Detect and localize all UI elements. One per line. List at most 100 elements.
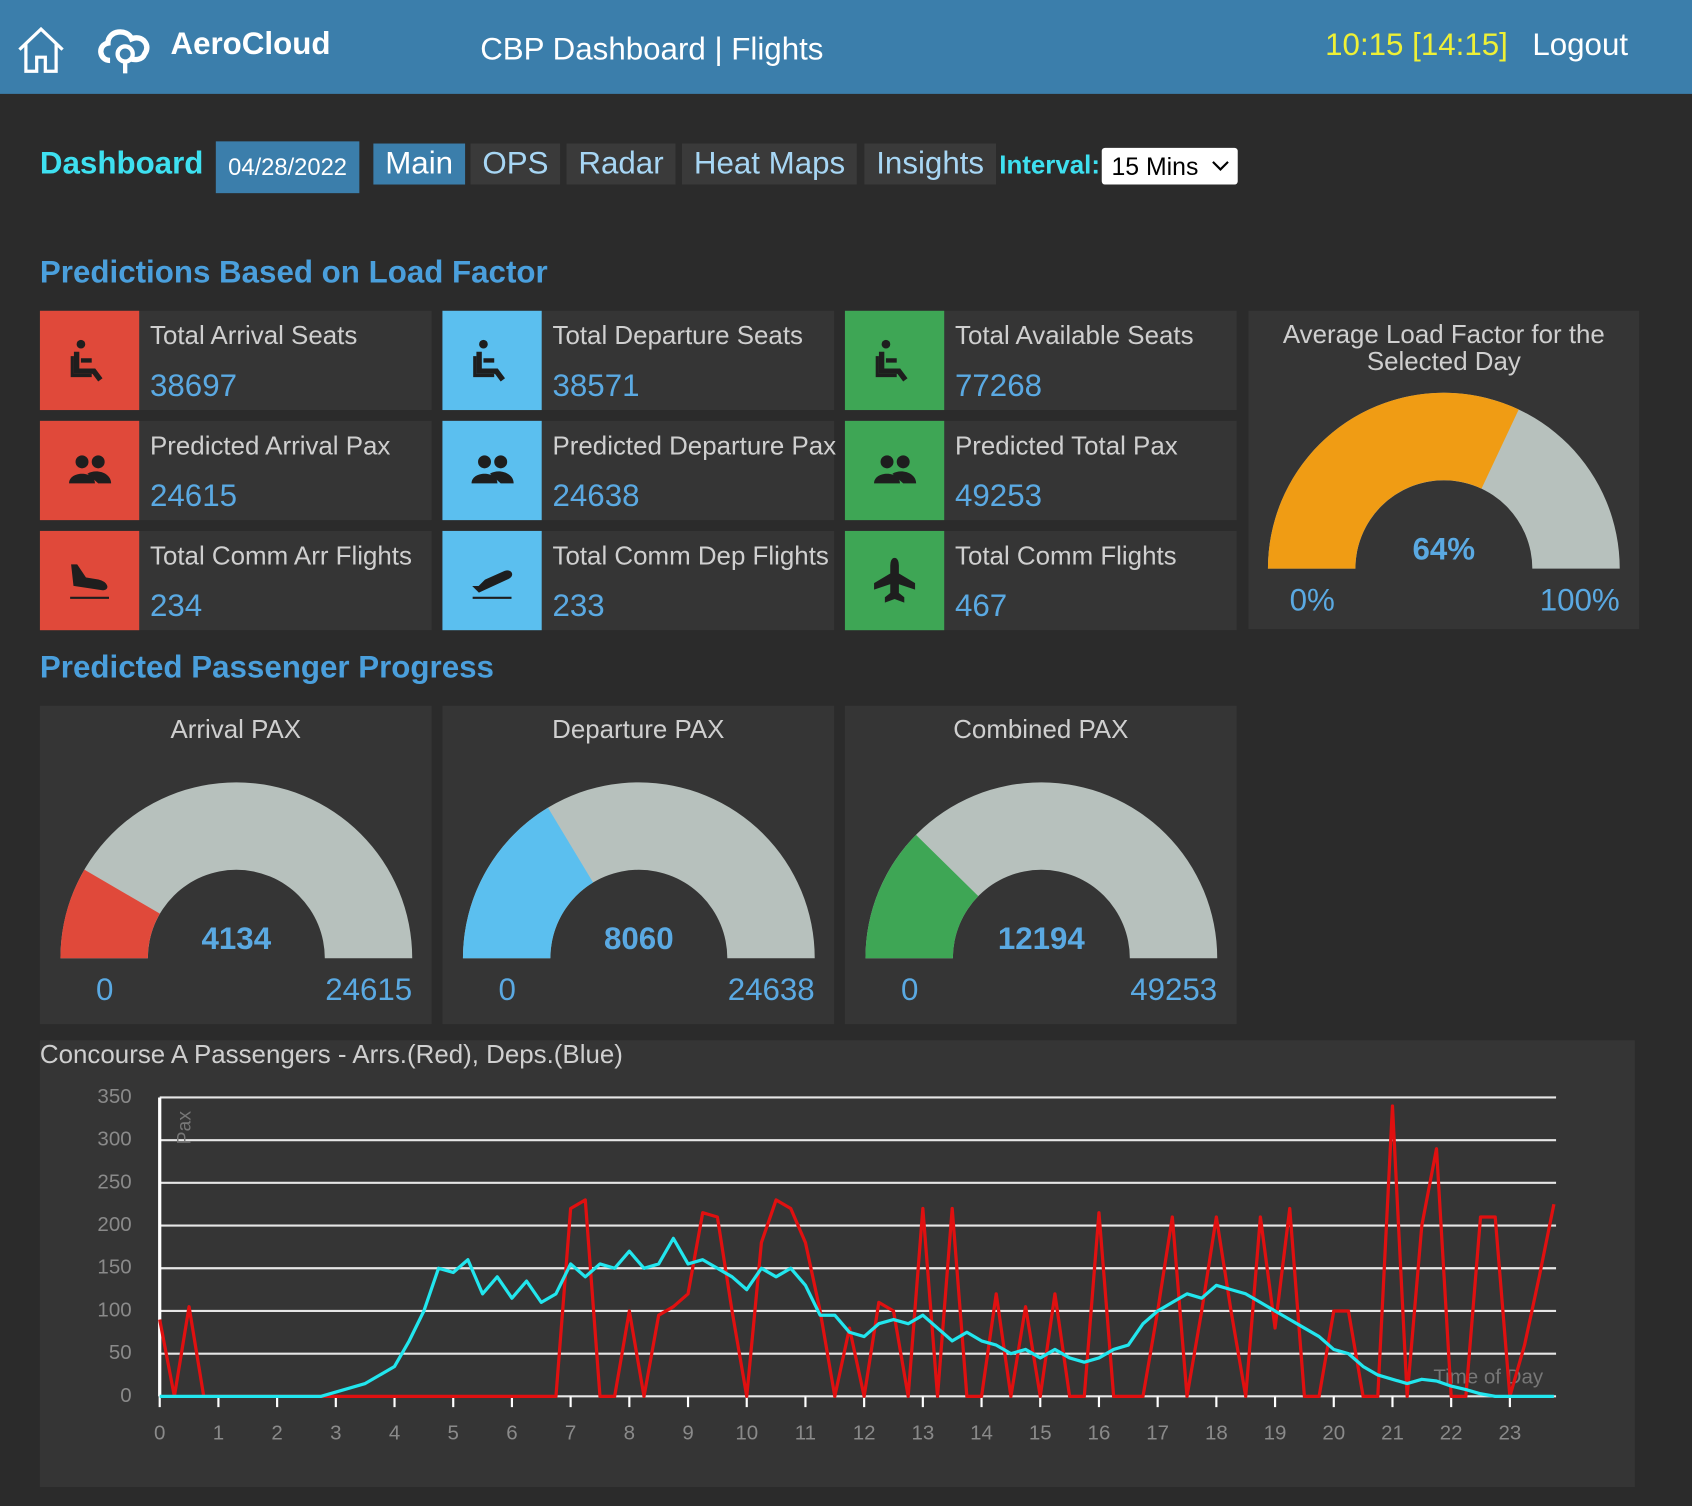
clock: 10:15 [14:15] <box>1325 28 1508 63</box>
tab[interactable]: Main <box>373 143 465 185</box>
stat-value: 38697 <box>149 369 238 404</box>
gauge-value: 12194 <box>998 921 1086 956</box>
x-tick-label: 2 <box>271 1422 282 1445</box>
interval-value: 15 Mins <box>1111 152 1199 181</box>
card-icon <box>70 564 109 599</box>
gauge-value: 8060 <box>604 921 674 956</box>
stat-card: Predicted Departure Pax 24638 <box>442 420 837 521</box>
x-tick-label: 1 <box>213 1422 224 1445</box>
tab[interactable]: Heat Maps <box>681 143 858 185</box>
stat-card: Total Comm Arr Flights 234 <box>39 530 432 631</box>
x-tick-label: 10 <box>735 1422 758 1445</box>
home-icon[interactable] <box>15 24 67 76</box>
card-icon <box>69 455 112 484</box>
section-title: Predicted Passenger Progress <box>39 650 494 686</box>
series-line <box>158 1104 1556 1398</box>
y-axis-label: Pax <box>174 1111 196 1145</box>
header: AeroCloud CBP Dashboard | Flights 10:15 … <box>0 0 1692 94</box>
x-tick-label: 17 <box>1146 1422 1169 1445</box>
tab[interactable]: Insights <box>864 143 996 185</box>
x-tick-label: 5 <box>448 1422 459 1445</box>
gauge-max: 100% <box>1540 582 1620 617</box>
stat-card: Total Comm Flights 467 <box>844 530 1237 631</box>
icon-box <box>39 420 140 521</box>
stat-value: 77268 <box>955 369 1043 404</box>
icon-box <box>39 530 140 631</box>
x-tick-label: 8 <box>624 1422 635 1445</box>
gauge-min: 0 <box>96 972 113 1007</box>
stat-value: 467 <box>955 589 1008 624</box>
stat-value: 38571 <box>552 369 640 404</box>
stat-card: Total Departure Seats 38571 <box>442 310 835 411</box>
gauge-min: 0 <box>901 972 918 1007</box>
series-line <box>159 1236 1554 1398</box>
stat-card: Total Available Seats 77268 <box>844 310 1237 411</box>
stat-label: Total Comm Arr Flights <box>149 541 412 571</box>
card-icon <box>874 557 916 603</box>
card-icon <box>874 455 917 484</box>
y-tick-label: 200 <box>97 1213 131 1236</box>
page-title: CBP Dashboard | Flights <box>480 32 824 67</box>
tab[interactable]: OPS <box>470 143 561 185</box>
y-tick-label: 50 <box>109 1341 132 1364</box>
x-tick-label: 6 <box>506 1422 517 1445</box>
interval-select[interactable]: 15 Mins <box>1101 147 1238 185</box>
y-tick-label: 300 <box>97 1128 131 1151</box>
x-tick-label: 16 <box>1088 1422 1111 1445</box>
stat-label: Predicted Arrival Pax <box>149 431 391 461</box>
chart-title: Concourse A Passengers - Arrs.(Red), Dep… <box>39 1040 623 1070</box>
stat-label: Predicted Departure Pax <box>552 431 837 461</box>
gauge-fill <box>462 807 594 959</box>
stat-label: Total Comm Flights <box>955 541 1177 571</box>
icon-box <box>844 530 945 631</box>
card-icon <box>472 570 513 599</box>
y-tick-label: 350 <box>97 1085 131 1108</box>
x-tick-label: 21 <box>1381 1422 1404 1445</box>
gauge-max: 49253 <box>1130 972 1217 1007</box>
x-tick-label: 7 <box>565 1422 576 1445</box>
card-icon <box>473 339 506 382</box>
gauge-min: 0 <box>498 972 515 1007</box>
stat-label: Total Arrival Seats <box>149 321 358 351</box>
icon-box <box>844 310 945 411</box>
stat-value: 24638 <box>552 479 640 514</box>
stat-value: 233 <box>552 589 605 624</box>
tab[interactable]: Radar <box>566 143 676 185</box>
date-picker[interactable]: 04/28/2022 <box>215 141 360 194</box>
icon-box <box>844 420 945 521</box>
x-tick-label: 19 <box>1264 1422 1287 1445</box>
gauge-fill <box>865 834 979 959</box>
gauge-fill <box>1267 392 1519 569</box>
y-tick-label: 100 <box>97 1298 131 1321</box>
dashboard-label: Dashboard <box>39 146 204 182</box>
icon-box <box>442 310 542 411</box>
stat-value: 24615 <box>149 479 238 514</box>
stat-label: Total Available Seats <box>955 321 1194 351</box>
stat-card: Total Comm Dep Flights 233 <box>442 530 835 631</box>
x-tick-label: 22 <box>1440 1422 1463 1445</box>
x-tick-label: 23 <box>1498 1422 1521 1445</box>
gauge-title: Combined PAX <box>953 715 1129 745</box>
brand: AeroCloud <box>170 26 331 62</box>
stat-value: 234 <box>149 589 203 624</box>
gauge-title: Arrival PAX <box>170 715 302 745</box>
stat-card: Total Arrival Seats 38697 <box>39 310 432 411</box>
y-tick-label: 150 <box>97 1256 131 1279</box>
stat-label: Total Departure Seats <box>552 321 803 351</box>
icon-box <box>442 420 542 521</box>
stat-card: Predicted Total Pax 49253 <box>844 420 1237 521</box>
icon-box <box>442 530 542 631</box>
x-tick-label: 18 <box>1205 1422 1228 1445</box>
logout[interactable]: Logout <box>1532 28 1629 63</box>
stat-label: Total Comm Dep Flights <box>552 541 829 571</box>
section-title: Predictions Based on Load Factor <box>39 255 548 291</box>
y-tick-label: 250 <box>97 1170 131 1193</box>
y-tick-label: 0 <box>120 1384 131 1407</box>
gauge-max: 24615 <box>325 972 412 1007</box>
x-tick-label: 15 <box>1029 1422 1052 1445</box>
x-tick-label: 0 <box>154 1422 165 1445</box>
gauge-max: 24638 <box>728 972 815 1007</box>
